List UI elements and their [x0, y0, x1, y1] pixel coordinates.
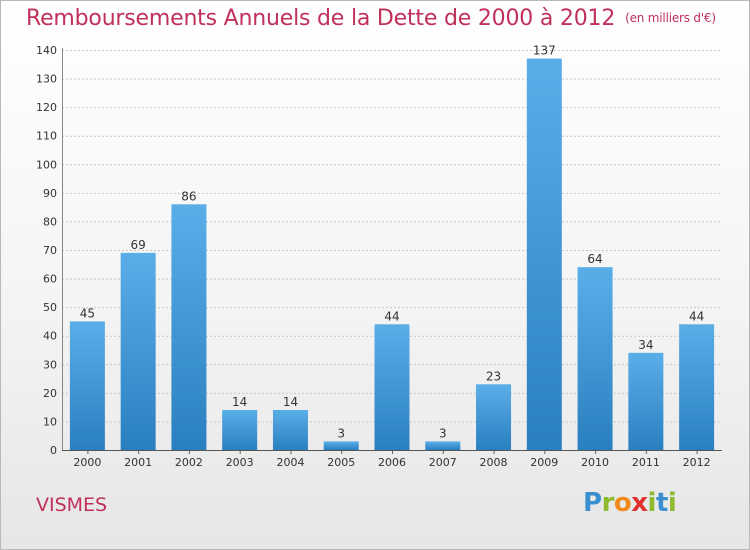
- place-name: VISMES: [36, 494, 108, 516]
- y-tick-label: 120: [36, 101, 57, 114]
- x-tick-label: 2006: [378, 456, 406, 469]
- logo-letter: r: [601, 488, 615, 518]
- chart-unit: (en milliers d'€): [625, 11, 716, 25]
- y-tick-label: 110: [36, 130, 57, 143]
- y-tick-label: 60: [43, 273, 57, 286]
- x-tick-label: 2004: [276, 456, 304, 469]
- bar: [577, 267, 613, 450]
- bar: [69, 321, 105, 450]
- x-tick-label: 2003: [226, 456, 254, 469]
- y-tick-label: 10: [43, 415, 57, 428]
- bar: [526, 58, 562, 450]
- x-tick-label: 2005: [327, 456, 355, 469]
- label-layer: 45 69 86 14 14 3 44 3 23 137 64 34 44: [80, 44, 705, 441]
- x-tick-label: 2007: [429, 456, 457, 469]
- x-tick-label: 2000: [73, 456, 101, 469]
- bar: [374, 324, 410, 450]
- bar-layer: [69, 58, 715, 450]
- bar: [272, 410, 308, 450]
- logo-letter: i: [647, 488, 657, 518]
- x-tick-label: 2010: [581, 456, 609, 469]
- x-tick-label: 2008: [480, 456, 508, 469]
- bar: [476, 384, 512, 450]
- logo-letter: i: [667, 488, 677, 518]
- y-tick-label: 140: [36, 44, 57, 57]
- bar-value-label: 44: [384, 309, 399, 323]
- y-tick-label: 90: [43, 187, 57, 200]
- logo-letter: P: [583, 488, 602, 518]
- x-tick-label: 2002: [175, 456, 203, 469]
- logo-letter: t: [655, 488, 668, 518]
- y-tick-label: 100: [36, 158, 57, 171]
- y-tick-label: 0: [50, 444, 57, 457]
- y-tick-label: 20: [43, 387, 57, 400]
- axis-layer: 0 10 20 30 40 50 60 70 80 90 100 110 120 130 140 2000 20…: [36, 44, 722, 469]
- x-tick-label: 2009: [530, 456, 558, 469]
- bar: [120, 252, 156, 450]
- chart-title-text: Remboursements Annuels de la Dette de 20…: [26, 6, 616, 31]
- x-tick-label: 2001: [124, 456, 152, 469]
- x-tick-label: 2011: [632, 456, 660, 469]
- y-tick-label: 80: [43, 215, 57, 228]
- y-tick-label: 70: [43, 244, 57, 257]
- bar-value-label: 3: [337, 426, 345, 440]
- bar: [222, 410, 258, 450]
- bar-value-label: 14: [283, 395, 298, 409]
- logo-letter: o: [613, 488, 632, 518]
- logo-letter: x: [631, 488, 648, 518]
- bar-value-label: 45: [80, 306, 95, 320]
- bar-value-label: 14: [232, 395, 247, 409]
- bar-value-label: 69: [131, 238, 146, 252]
- bar-value-label: 86: [181, 189, 196, 203]
- bar: [171, 204, 207, 450]
- bar: [679, 324, 715, 450]
- bar: [323, 441, 359, 450]
- bar: [628, 352, 664, 450]
- bar-value-label: 44: [689, 309, 704, 323]
- y-tick-label: 40: [43, 330, 57, 343]
- bar-value-label: 137: [533, 44, 556, 58]
- y-tick-label: 30: [43, 358, 57, 371]
- bar: [425, 441, 461, 450]
- bar-value-label: 64: [587, 252, 602, 266]
- y-tick-label: 50: [43, 301, 57, 314]
- bar-value-label: 23: [486, 369, 501, 383]
- y-tick-label: 130: [36, 73, 57, 86]
- chart-title: Remboursements Annuels de la Dette de 20…: [26, 6, 716, 31]
- x-tick-label: 2012: [683, 456, 711, 469]
- proxiti-logo: Proxiti: [583, 488, 677, 518]
- bar-value-label: 3: [439, 426, 447, 440]
- bar-value-label: 34: [638, 338, 653, 352]
